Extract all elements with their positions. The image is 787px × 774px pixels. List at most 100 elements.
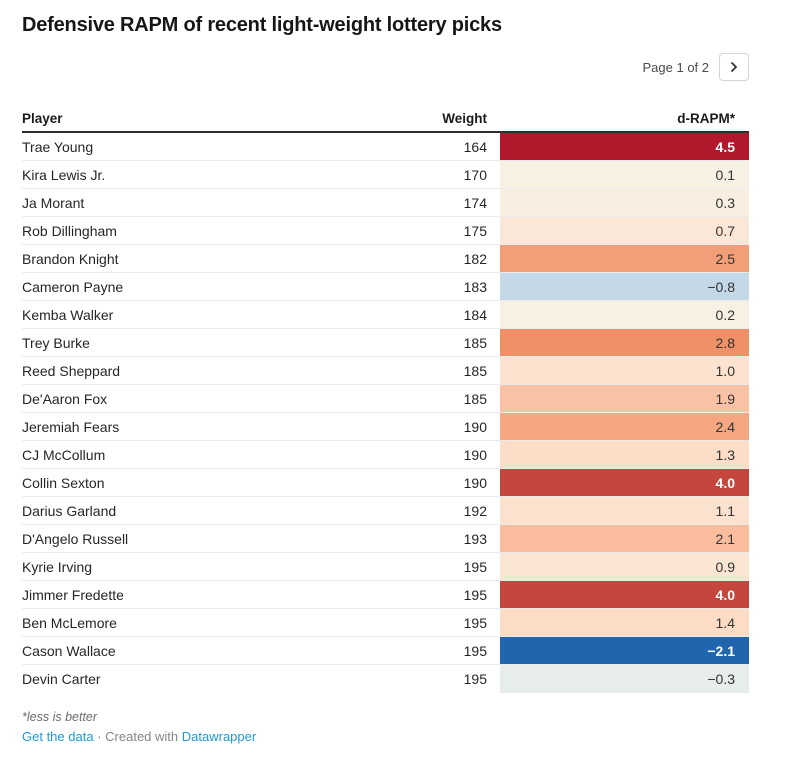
datawrapper-link[interactable]: Datawrapper — [181, 729, 257, 744]
table-row: De'Aaron Fox 185 1.9 — [22, 385, 749, 413]
weight-cell: 195 — [463, 642, 487, 659]
weight-cell: 195 — [463, 614, 487, 631]
column-gap — [487, 581, 500, 608]
weight-cell: 190 — [463, 446, 487, 463]
table-row: Brandon Knight 182 2.5 — [22, 245, 749, 273]
player-name-cell: Reed Sheppard — [22, 362, 121, 379]
table-row: Trey Burke 185 2.8 — [22, 329, 749, 357]
d-rapm-heatmap-cell: 4.0 — [500, 581, 749, 608]
column-gap — [487, 133, 500, 160]
weight-cell: 174 — [463, 194, 487, 211]
attribution-footer: Get the data · Created with Datawrapper — [22, 729, 749, 744]
table-header: Player Weight d-RAPM* — [22, 105, 749, 133]
d-rapm-heatmap-cell: 0.1 — [500, 161, 749, 188]
get-the-data-link[interactable]: Get the data — [22, 729, 94, 744]
weight-cell: 183 — [463, 278, 487, 295]
table-row: Kemba Walker 184 0.2 — [22, 301, 749, 329]
weight-cell: 184 — [463, 306, 487, 323]
d-rapm-heatmap-cell: 2.5 — [500, 245, 749, 272]
table-row: Collin Sexton 190 4.0 — [22, 469, 749, 497]
weight-cell: 195 — [463, 671, 487, 687]
player-name-cell: Ja Morant — [22, 194, 85, 211]
table-row: Jeremiah Fears 190 2.4 — [22, 413, 749, 441]
player-name-cell: Cason Wallace — [22, 642, 116, 659]
table-row: Cason Wallace 195 −2.1 — [22, 637, 749, 665]
d-rapm-heatmap-cell: 2.1 — [500, 525, 749, 552]
weight-cell: 192 — [463, 502, 487, 519]
table-row: Kira Lewis Jr. 170 0.1 — [22, 161, 749, 189]
weight-cell: 175 — [463, 222, 487, 239]
column-gap — [487, 441, 500, 468]
column-gap — [487, 637, 500, 664]
table-row: Reed Sheppard 185 1.0 — [22, 357, 749, 385]
weight-cell: 170 — [463, 166, 487, 183]
player-name-cell: Kyrie Irving — [22, 558, 93, 575]
player-name-cell: Trae Young — [22, 138, 94, 155]
table-row: Ben McLemore 195 1.4 — [22, 609, 749, 637]
d-rapm-heatmap-cell: 1.4 — [500, 609, 749, 636]
column-gap — [487, 189, 500, 216]
player-name-cell: Cameron Payne — [22, 278, 124, 295]
player-name-cell: De'Aaron Fox — [22, 390, 108, 407]
weight-cell: 182 — [463, 250, 487, 267]
column-gap — [487, 525, 500, 552]
player-name-cell: Devin Carter — [22, 671, 101, 687]
player-name-cell: CJ McCollum — [22, 446, 106, 463]
player-name-cell: Brandon Knight — [22, 250, 119, 267]
table-row: Trae Young 164 4.5 — [22, 133, 749, 161]
chevron-right-icon — [729, 62, 739, 72]
column-header-weight: Weight — [442, 110, 487, 126]
pagination: Page 1 of 2 — [22, 53, 749, 81]
d-rapm-heatmap-cell: 1.3 — [500, 441, 749, 468]
d-rapm-heatmap-cell: 0.9 — [500, 553, 749, 580]
column-header-player: Player — [22, 110, 63, 126]
weight-cell: 185 — [463, 362, 487, 379]
d-rapm-heatmap-cell: −0.3 — [500, 665, 749, 693]
d-rapm-heatmap-cell: 2.8 — [500, 329, 749, 356]
weight-cell: 195 — [463, 558, 487, 575]
table-row: Kyrie Irving 195 0.9 — [22, 553, 749, 581]
column-gap — [487, 469, 500, 496]
player-name-cell: Ben McLemore — [22, 614, 117, 631]
column-gap — [487, 665, 500, 693]
datawrapper-table-widget: Defensive RAPM of recent light-weight lo… — [0, 13, 787, 744]
d-rapm-heatmap-cell: 1.1 — [500, 497, 749, 524]
table-row: D'Angelo Russell 193 2.1 — [22, 525, 749, 553]
table-row: Jimmer Fredette 195 4.0 — [22, 581, 749, 609]
table-row: Cameron Payne 183 −0.8 — [22, 273, 749, 301]
player-name-cell: Kemba Walker — [22, 306, 114, 323]
d-rapm-heatmap-cell: −2.1 — [500, 637, 749, 664]
weight-cell: 190 — [463, 474, 487, 491]
d-rapm-heatmap-cell: 0.2 — [500, 301, 749, 328]
weight-cell: 195 — [463, 586, 487, 603]
table-row: Darius Garland 192 1.1 — [22, 497, 749, 525]
player-name-cell: Darius Garland — [22, 502, 117, 519]
column-gap — [487, 217, 500, 244]
footer-dot-separator: · — [97, 729, 102, 744]
column-gap — [487, 329, 500, 356]
created-with-label: Created with — [105, 729, 179, 744]
next-page-button[interactable] — [719, 53, 749, 81]
table-footnote: *less is better — [22, 710, 98, 724]
player-name-cell: D'Angelo Russell — [22, 530, 129, 547]
column-gap — [487, 497, 500, 524]
table-row: Devin Carter 195 −0.3 — [22, 665, 749, 693]
pagination-label: Page 1 of 2 — [642, 59, 710, 75]
weight-cell: 185 — [463, 390, 487, 407]
weight-cell: 185 — [463, 334, 487, 351]
column-gap — [487, 553, 500, 580]
d-rapm-heatmap-cell: 0.7 — [500, 217, 749, 244]
table-row: Ja Morant 174 0.3 — [22, 189, 749, 217]
d-rapm-heatmap-cell: 1.0 — [500, 357, 749, 384]
player-name-cell: Collin Sexton — [22, 474, 105, 491]
column-gap — [487, 357, 500, 384]
player-name-cell: Jeremiah Fears — [22, 418, 120, 435]
table-row: CJ McCollum 190 1.3 — [22, 441, 749, 469]
weight-cell: 190 — [463, 418, 487, 435]
player-name-cell: Trey Burke — [22, 334, 90, 351]
column-gap — [487, 161, 500, 188]
column-gap — [487, 245, 500, 272]
page-title: Defensive RAPM of recent light-weight lo… — [22, 14, 502, 36]
d-rapm-heatmap-cell: 4.0 — [500, 469, 749, 496]
column-gap — [487, 273, 500, 300]
